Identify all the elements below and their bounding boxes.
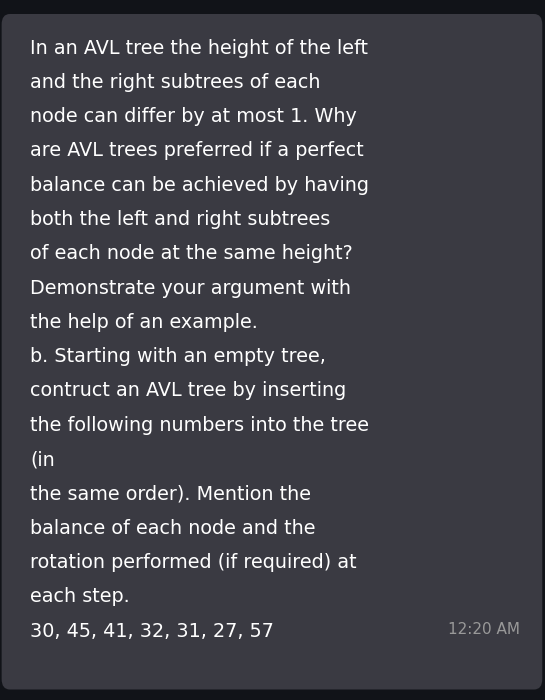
FancyBboxPatch shape (2, 14, 542, 690)
Text: both the left and right subtrees: both the left and right subtrees (30, 210, 330, 229)
Text: (in: (in (30, 450, 54, 469)
Text: In an AVL tree the height of the left: In an AVL tree the height of the left (30, 38, 368, 57)
Text: the following numbers into the tree: the following numbers into the tree (30, 416, 369, 435)
Text: balance of each node and the: balance of each node and the (30, 519, 316, 538)
Text: are AVL trees preferred if a perfect: are AVL trees preferred if a perfect (30, 141, 364, 160)
Text: rotation performed (if required) at: rotation performed (if required) at (30, 553, 356, 572)
Text: node can differ by at most 1. Why: node can differ by at most 1. Why (30, 107, 357, 126)
Text: of each node at the same height?: of each node at the same height? (30, 244, 353, 263)
Text: contruct an AVL tree by inserting: contruct an AVL tree by inserting (30, 382, 346, 400)
Text: 12:20 AM: 12:20 AM (449, 622, 520, 636)
Text: the help of an example.: the help of an example. (30, 313, 258, 332)
Text: 30, 45, 41, 32, 31, 27, 57: 30, 45, 41, 32, 31, 27, 57 (30, 622, 274, 640)
Text: the same order). Mention the: the same order). Mention the (30, 484, 311, 503)
Text: Demonstrate your argument with: Demonstrate your argument with (30, 279, 351, 298)
Text: and the right subtrees of each: and the right subtrees of each (30, 73, 320, 92)
Text: each step.: each step. (30, 587, 130, 606)
Text: balance can be achieved by having: balance can be achieved by having (30, 176, 369, 195)
Text: b. Starting with an empty tree,: b. Starting with an empty tree, (30, 347, 326, 366)
